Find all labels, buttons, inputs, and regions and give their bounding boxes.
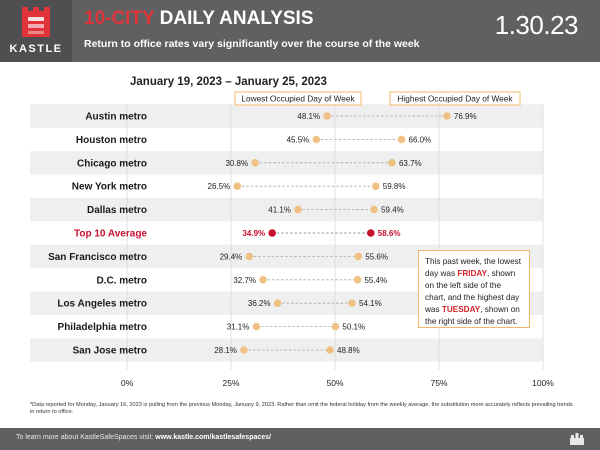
high-dot [348, 299, 356, 308]
row-label: Austin metro [85, 112, 147, 123]
high-value-label: 48.8% [337, 346, 360, 355]
high-dot [370, 205, 378, 214]
dumbbell-chart: Lowest Occupied Day of Week Highest Occu… [30, 91, 554, 388]
low-value-label: 41.1% [268, 206, 291, 215]
legend-low-box [234, 91, 362, 106]
high-dot [326, 346, 334, 354]
high-dot [443, 112, 451, 120]
row-label: Top 10 Average [74, 229, 147, 240]
high-value-label: 59.8% [383, 182, 406, 191]
low-value-label: 48.1% [297, 112, 320, 121]
low-dot [268, 229, 276, 237]
high-dot [354, 252, 363, 261]
high-dot [388, 159, 396, 167]
page-title: 10-CITY DAILY ANALYSIS [84, 8, 314, 30]
row-band [30, 291, 543, 315]
row-label: San Francisco metro [48, 252, 147, 263]
footer-prefix: To learn more about KastleSafeSpaces vis… [16, 434, 156, 441]
row-label: Houston metro [76, 135, 147, 146]
footnote: *Data reported for Monday, January 16, 2… [30, 402, 573, 415]
kastle-logo-icon [22, 7, 50, 37]
high-value-label: 59.4% [381, 206, 404, 215]
row-label: Los Angeles metro [57, 299, 147, 310]
low-value-label: 28.1% [214, 346, 237, 355]
low-dot [251, 159, 259, 167]
low-dot [245, 252, 254, 261]
logo: KASTLE [0, 0, 72, 62]
x-tick-label: 0% [121, 378, 134, 388]
low-dot [252, 322, 261, 331]
low-value-label: 30.8% [225, 159, 248, 168]
low-value-label: 34.9% [242, 229, 265, 238]
high-value-label: 54.1% [359, 299, 382, 308]
title-highlight: 10-CITY [84, 8, 155, 29]
header-bar: KASTLE 10-CITY DAILY ANALYSIS Return to … [0, 0, 600, 62]
row-label: New York metro [72, 182, 147, 193]
low-value-label: 45.5% [287, 135, 310, 144]
x-tick-label: 50% [326, 378, 343, 388]
high-value-label: 50.1% [342, 323, 365, 332]
building-icon [570, 433, 584, 445]
note-text-2: , shown on the left side of the chart, a… [425, 269, 520, 314]
high-value-label: 76.9% [454, 112, 477, 121]
legend-high-box [389, 91, 521, 106]
row-label: Chicago metro [77, 158, 147, 169]
high-value-label: 55.4% [364, 276, 387, 285]
high-dot [371, 182, 380, 190]
row-label: D.C. metro [96, 275, 147, 286]
annotation-note: This past week, the lowest day was FRIDA… [418, 250, 530, 328]
high-dot [366, 229, 375, 237]
row-label: Philadelphia metro [58, 322, 147, 333]
low-value-label: 29.4% [220, 252, 243, 261]
footer-link[interactable]: www.kastle.com/kastlesafespaces/ [155, 434, 271, 441]
low-dot [240, 346, 248, 354]
high-dot [353, 276, 362, 284]
x-tick-label: 25% [222, 378, 239, 388]
legend-low-label: Lowest Occupied Day of Week [241, 94, 355, 104]
low-value-label: 32.7% [233, 276, 256, 285]
note-text-1: This past week, the lowest day was [425, 257, 522, 278]
low-dot [323, 112, 331, 120]
row-band [30, 197, 543, 222]
page-subtitle: Return to office rates vary significantl… [84, 38, 420, 50]
date-range: January 19, 2023 – January 25, 2023 [130, 76, 327, 88]
low-value-label: 31.1% [227, 323, 250, 332]
x-tick-label: 100% [532, 378, 554, 388]
note-day-low: FRIDAY [457, 269, 488, 278]
report-date: 1.30.23 [494, 10, 579, 40]
high-dot [397, 135, 406, 144]
footer-bar: To learn more about KastleSafeSpaces vis… [0, 428, 600, 450]
high-value-label: 58.6% [378, 229, 401, 238]
legend-high-label: Highest Occupied Day of Week [397, 94, 513, 104]
high-value-label: 55.6% [365, 252, 388, 261]
low-dot [294, 205, 302, 214]
low-dot [312, 135, 321, 144]
high-value-label: 66.0% [409, 135, 432, 144]
note-day-high: TUESDAY [441, 305, 481, 314]
low-dot [273, 299, 282, 308]
row-label: Dallas metro [87, 205, 147, 216]
title-rest: DAILY ANALYSIS [154, 8, 314, 29]
low-dot [233, 182, 242, 190]
row-band [30, 104, 543, 128]
logo-text: KASTLE [9, 43, 63, 55]
high-value-label: 63.7% [399, 159, 422, 168]
x-tick-label: 75% [430, 378, 447, 388]
footer-text: To learn more about KastleSafeSpaces vis… [16, 434, 271, 441]
row-label: San Jose metro [73, 346, 147, 357]
low-value-label: 26.5% [208, 182, 231, 191]
row-band [30, 151, 543, 175]
low-value-label: 36.2% [248, 299, 271, 308]
high-dot [331, 322, 340, 331]
note-text-3: , shown on the right side of the chart. [425, 305, 520, 326]
low-dot [259, 276, 267, 284]
